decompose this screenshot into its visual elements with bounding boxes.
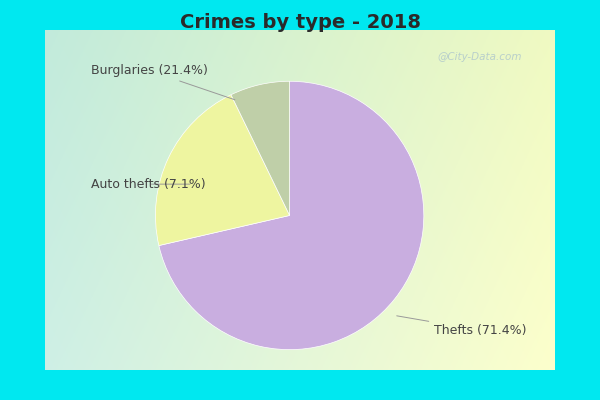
Wedge shape: [155, 95, 290, 246]
Text: Auto thefts (7.1%): Auto thefts (7.1%): [91, 178, 206, 191]
Wedge shape: [159, 81, 424, 350]
Text: Crimes by type - 2018: Crimes by type - 2018: [179, 12, 421, 32]
Text: Burglaries (21.4%): Burglaries (21.4%): [91, 64, 235, 100]
Wedge shape: [231, 81, 290, 216]
Text: Thefts (71.4%): Thefts (71.4%): [397, 316, 527, 337]
Text: @City-Data.com: @City-Data.com: [437, 52, 522, 62]
